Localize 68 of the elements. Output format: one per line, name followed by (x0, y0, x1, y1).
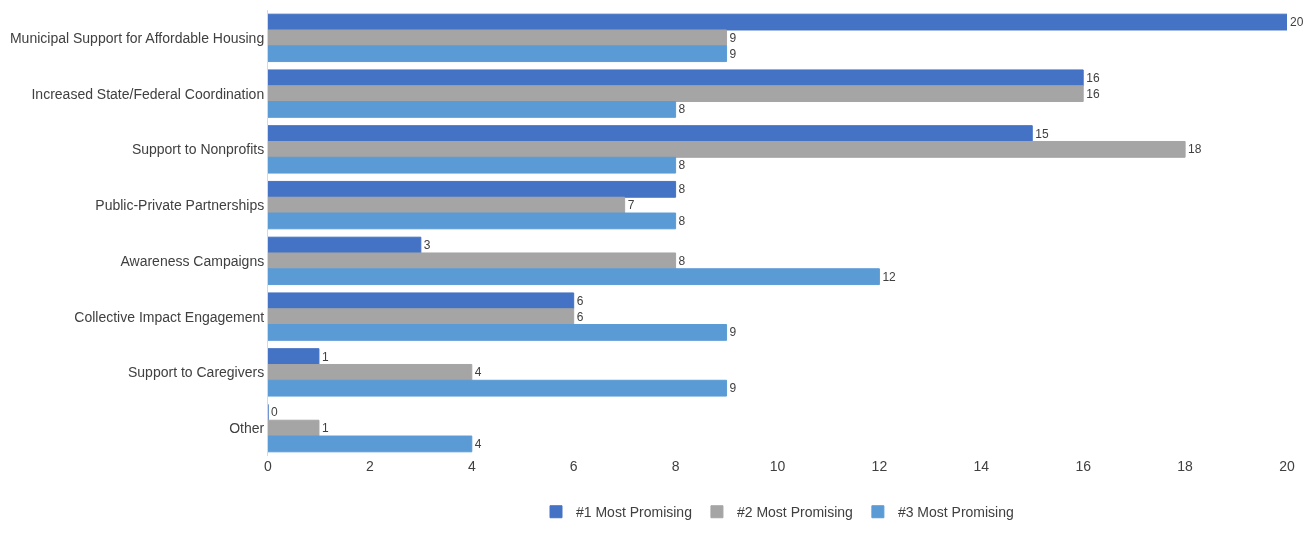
bar (268, 435, 473, 453)
x-tick-label: 16 (1075, 458, 1092, 474)
bar (268, 379, 728, 397)
bar (268, 85, 1084, 103)
bar (268, 29, 728, 47)
bar (268, 13, 1287, 31)
y-tick-label: Support to Caregivers (128, 364, 265, 381)
bar (268, 348, 320, 365)
data-label: 16 (1086, 86, 1100, 101)
bar (268, 363, 473, 381)
data-label: 6 (576, 293, 584, 308)
data-label: 8 (678, 182, 686, 197)
x-tick-label: 12 (871, 458, 888, 474)
y-tick-label: Awareness Campaigns (120, 252, 265, 269)
x-tick-label: 14 (973, 458, 990, 474)
legend-label: #2 Most Promising (736, 504, 853, 521)
bar (268, 45, 728, 63)
data-label: 8 (678, 158, 686, 173)
bar (268, 180, 677, 198)
bar (268, 101, 677, 118)
y-tick-label: Public-Private Partnerships (95, 197, 265, 214)
y-tick-label: Other (229, 420, 265, 437)
y-tick-label: Support to Nonprofits (131, 141, 265, 158)
legend-label: #3 Most Promising (897, 504, 1014, 521)
bar (268, 236, 422, 254)
bar (268, 268, 880, 286)
data-label: 20 (1290, 15, 1304, 30)
data-label: 6 (576, 309, 584, 324)
bar (268, 156, 677, 174)
y-tick-label: Collective Impact Engagement (74, 308, 265, 325)
data-label: 8 (678, 102, 686, 117)
bar (268, 140, 1186, 158)
x-tick-label: 6 (569, 458, 578, 474)
bar (268, 212, 677, 230)
x-tick-label: 0 (264, 458, 273, 474)
data-label: 15 (1035, 126, 1049, 141)
bar (268, 292, 575, 310)
x-tick-label: 4 (467, 458, 476, 474)
data-label: 0 (271, 405, 278, 420)
data-label: 9 (729, 46, 737, 61)
data-label: 1 (321, 349, 329, 364)
data-label: 4 (474, 436, 482, 451)
data-label: 1 (321, 421, 329, 436)
bar (268, 308, 575, 326)
data-label: 8 (678, 213, 686, 228)
bar (268, 324, 728, 341)
data-label: 9 (729, 381, 737, 396)
legend-label: #1 Most Promising (576, 504, 692, 521)
data-label: 9 (729, 325, 737, 340)
y-tick-label: Increased State/Federal Coordination (31, 85, 265, 102)
data-label: 12 (882, 269, 897, 284)
bar (268, 125, 1033, 142)
y-tick-label: Municipal Support for Affordable Housing (9, 29, 265, 46)
data-label: 16 (1086, 70, 1100, 85)
x-tick-label: 10 (769, 458, 786, 474)
data-label: 18 (1188, 142, 1202, 157)
data-label: 7 (627, 198, 635, 213)
data-label: 8 (678, 253, 686, 268)
bar (268, 69, 1084, 87)
data-label: 4 (474, 365, 482, 380)
x-tick-label: 18 (1177, 458, 1194, 474)
bar (268, 419, 320, 437)
x-tick-label: 20 (1279, 458, 1295, 474)
data-label: 3 (423, 238, 431, 253)
data-label: 9 (729, 30, 737, 45)
bar (268, 252, 677, 270)
x-tick-label: 2 (366, 458, 374, 474)
x-tick-label: 8 (671, 458, 680, 474)
